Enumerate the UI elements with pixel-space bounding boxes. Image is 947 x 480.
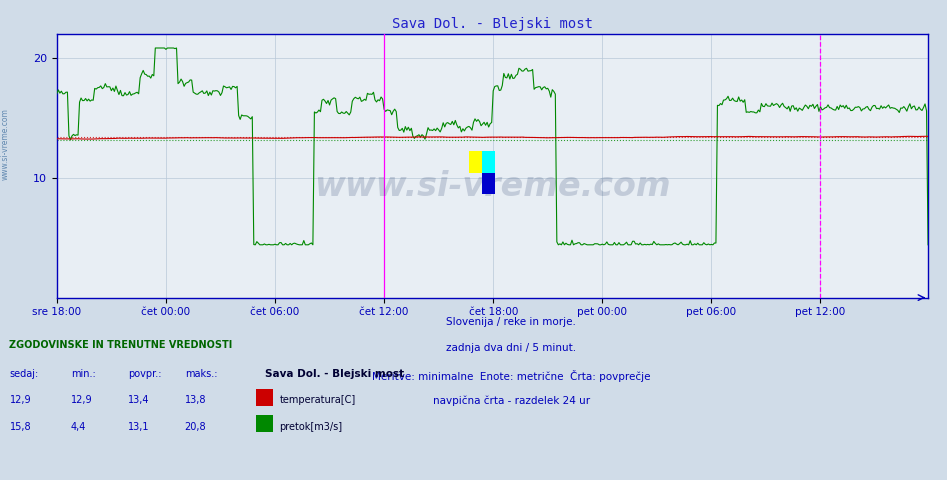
Text: ZGODOVINSKE IN TRENUTNE VREDNOSTI: ZGODOVINSKE IN TRENUTNE VREDNOSTI [9,340,233,350]
Text: 12,9: 12,9 [9,395,31,405]
Bar [482,173,495,194]
Text: www.si-vreme.com: www.si-vreme.com [314,170,670,203]
Bar [469,151,482,173]
Text: Slovenija / reke in morje.: Slovenija / reke in morje. [446,317,577,327]
Bar [482,151,495,173]
Text: povpr.:: povpr.: [128,369,161,379]
Text: sedaj:: sedaj: [9,369,39,379]
Text: 12,9: 12,9 [71,395,93,405]
Text: temperatura[C]: temperatura[C] [279,395,356,405]
Text: Meritve: minimalne  Enote: metrične  Črta: povprečje: Meritve: minimalne Enote: metrične Črta:… [372,370,651,382]
Text: 4,4: 4,4 [71,421,86,432]
Text: 15,8: 15,8 [9,421,31,432]
Text: 20,8: 20,8 [185,421,206,432]
Text: zadnja dva dni / 5 minut.: zadnja dva dni / 5 minut. [446,343,577,353]
Title: Sava Dol. - Blejski most: Sava Dol. - Blejski most [392,17,593,31]
Text: Sava Dol. - Blejski most: Sava Dol. - Blejski most [265,369,404,379]
Text: 13,8: 13,8 [185,395,206,405]
Text: navpična črta - razdelek 24 ur: navpična črta - razdelek 24 ur [433,396,590,407]
Text: 13,1: 13,1 [128,421,150,432]
Text: 13,4: 13,4 [128,395,150,405]
Text: maks.:: maks.: [185,369,217,379]
Text: min.:: min.: [71,369,96,379]
Text: pretok[m3/s]: pretok[m3/s] [279,421,343,432]
Text: www.si-vreme.com: www.si-vreme.com [0,108,9,180]
